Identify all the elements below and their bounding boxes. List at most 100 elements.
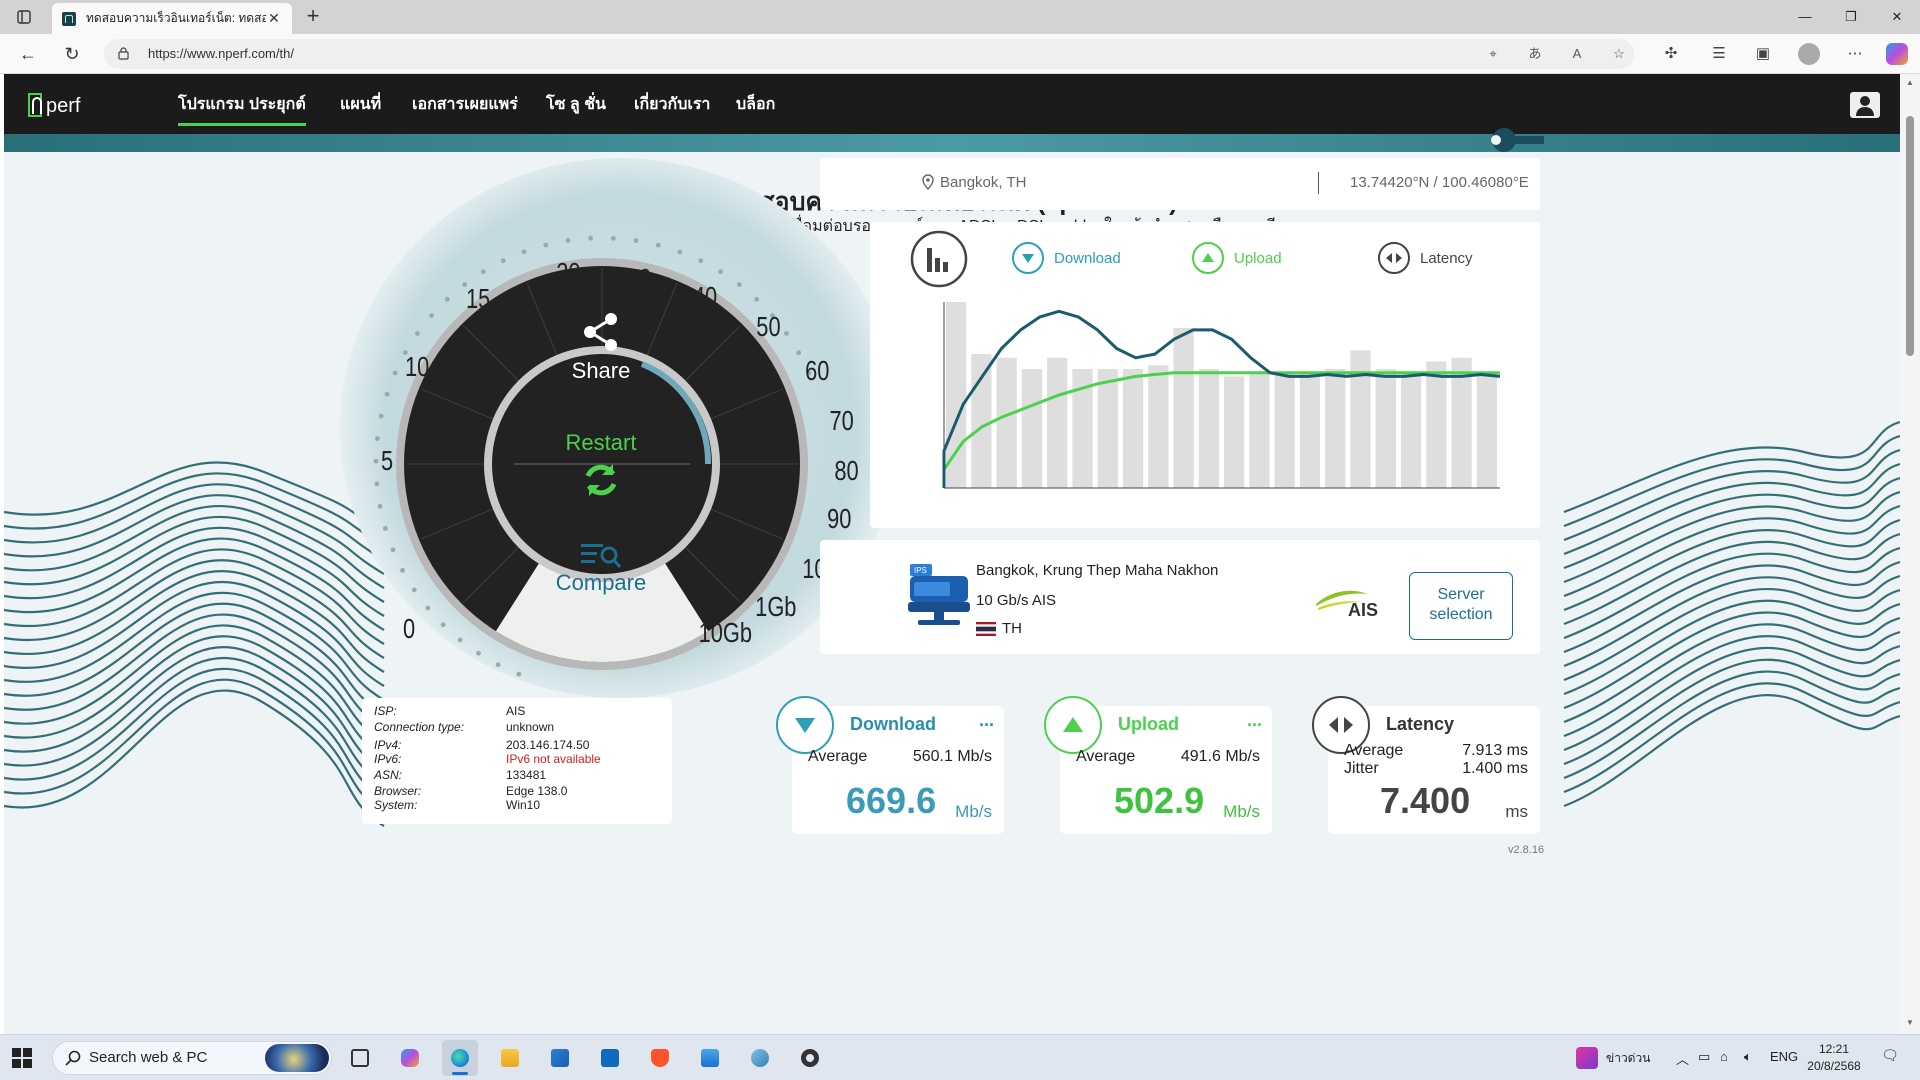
nav-blog[interactable]: บล็อก [736,96,776,113]
background-waves [4,420,1900,827]
clock-date: 20/8/2568 [1807,1059,1861,1073]
info-key: System: [374,798,418,812]
wave-line-right [1563,462,1900,556]
nav-map[interactable]: แผนที่ [340,96,382,113]
scrollbar-thumb[interactable] [1906,116,1914,356]
wave-line-right [1563,518,1900,612]
settings-gear-icon[interactable] [792,1040,828,1076]
collections-icon[interactable]: ▣ [1755,45,1771,62]
compare-button[interactable]: Compare [538,540,664,610]
server-selection-button[interactable]: Server selection [1409,572,1513,640]
address-bar-row: ← ↻ https://www.nperf.com/th/ ⌖ あ A ☆ ✣ … [0,34,1920,74]
copilot-icon[interactable] [1886,43,1908,65]
nav-about[interactable]: เกี่ยวกับเรา [634,96,711,113]
browser-tab[interactable]: ทดสอบความเร็วอินเทอร์เน็ต: ทดสอบก ✕ [52,3,292,34]
windows-start-icon[interactable] [12,1048,32,1068]
outlook-icon[interactable] [592,1040,628,1076]
info-key: IPv6: [374,752,402,766]
share-button[interactable]: Share [538,310,664,410]
store-icon[interactable] [542,1040,578,1076]
profile-icon[interactable] [1798,43,1820,65]
wrench-settings-icon[interactable] [1490,126,1544,154]
page-scrollbar[interactable]: ▲ ▼ [1900,74,1920,1034]
gauge-scale-label: 30 [627,263,651,294]
upload-more-button[interactable]: ... [1246,710,1262,730]
legend-upload[interactable]: Upload [1192,242,1282,274]
close-window-icon[interactable]: ✕ [1891,9,1903,24]
legend-latency[interactable]: Latency [1378,242,1473,274]
scroll-up-icon[interactable]: ▲ [1906,78,1914,87]
nav-publications[interactable]: เอกสารเผยแพร่ [412,96,518,113]
gauge-segment [462,547,519,604]
refresh-icon[interactable]: ↻ [64,44,80,64]
restart-button[interactable]: Restart [538,430,664,510]
new-tab-button[interactable]: + [306,3,320,28]
edge-app-icon[interactable] [442,1040,478,1076]
favorite-star-icon[interactable]: ☆ [1613,46,1625,61]
meet-now-icon[interactable]: ▭ [1698,1049,1711,1064]
latency-bar [1249,372,1270,488]
minimize-icon[interactable]: — [1798,9,1812,24]
restore-icon[interactable]: ❐ [1845,9,1857,24]
nperf-logo[interactable]: perf [26,88,106,122]
lock-icon[interactable] [118,47,129,60]
news-widget[interactable]: ข่าวด่วน [1576,1047,1650,1069]
legend-download[interactable]: Download [1012,242,1121,274]
taskbar-clock[interactable]: 12:21 20/8/2568 [1806,1041,1862,1075]
download-more-button[interactable]: ... [978,710,994,730]
server-city: Bangkok, Krung Thep Maha Nakhon [976,562,1219,579]
wave-line-right [1563,448,1900,542]
favorites-icon[interactable]: ☰ [1712,45,1726,62]
latency-unit: ms [1505,802,1528,821]
location-icon[interactable]: ⌖ [1489,46,1497,61]
wave-line-right [1563,658,1900,766]
brave-icon[interactable] [642,1040,678,1076]
download-unit: Mb/s [955,802,992,821]
wave-line-right [1563,670,1900,780]
upload-unit: Mb/s [1223,802,1260,821]
nav-solutions[interactable]: โซ ลู ชั่น [546,96,606,113]
upload-result-card: Upload ... Average 491.6 Mb/s 502.9 Mb/s [1044,696,1272,834]
bar-chart-icon[interactable] [910,230,968,288]
info-row: Browser: Edge 138.0 [374,784,567,798]
network-icon[interactable]: ⌂ [1720,1049,1728,1064]
close-tab-icon[interactable]: ✕ [268,10,280,26]
language-indicator[interactable]: ENG [1770,1049,1799,1064]
wave-line-right [1563,623,1900,724]
taskbar-search[interactable]: Search web & PC [52,1041,332,1075]
thailand-flag-icon [976,622,996,636]
task-view-icon[interactable] [342,1040,378,1076]
url-field[interactable]: https://www.nperf.com/th/ ⌖ あ A ☆ [104,39,1634,69]
read-aloud-icon[interactable]: A [1572,46,1582,61]
extensions-icon[interactable]: ✣ [1664,45,1678,62]
wave-line-left [4,689,385,827]
file-explorer-icon[interactable] [492,1040,528,1076]
latency-icon [1378,242,1410,274]
wave-line-right [1563,611,1900,710]
volume-icon[interactable]: 🔈︎ [1744,1049,1752,1064]
info-value: IPv6 not available [506,752,601,766]
wave-line-left [4,678,385,813]
tool-app-icon[interactable] [742,1040,778,1076]
wave-line-left [4,493,385,575]
gauge-segment [462,324,519,381]
wave-line-left [4,570,385,673]
latency-bar [1299,372,1321,488]
back-icon[interactable]: ← [19,44,37,64]
gauge-tick-dot [390,547,396,553]
gauge-tick-dot [565,238,571,243]
menu-icon[interactable]: ⋯ [1847,45,1863,62]
tab-actions-icon[interactable] [0,0,48,34]
server-selection-label-1: Server [1437,586,1485,603]
gauge-scale-label: 5 [381,445,393,476]
remote-desktop-icon[interactable] [692,1040,728,1076]
user-account-icon[interactable] [1850,92,1880,118]
copilot-app-icon[interactable] [392,1040,428,1076]
latency-bar [1375,368,1396,488]
notification-icon[interactable]: 🗨︎ [1881,1047,1899,1063]
translate-icon[interactable]: あ [1528,46,1542,61]
nav-apps[interactable]: โปรแกรม ประยุกต์ [178,92,306,126]
tray-overflow-icon[interactable]: ︿ [1676,1052,1690,1067]
scroll-down-icon[interactable]: ▼ [1906,1018,1914,1027]
speed-gauge: 05101520304050607080901001Gb10Gb [373,235,859,677]
